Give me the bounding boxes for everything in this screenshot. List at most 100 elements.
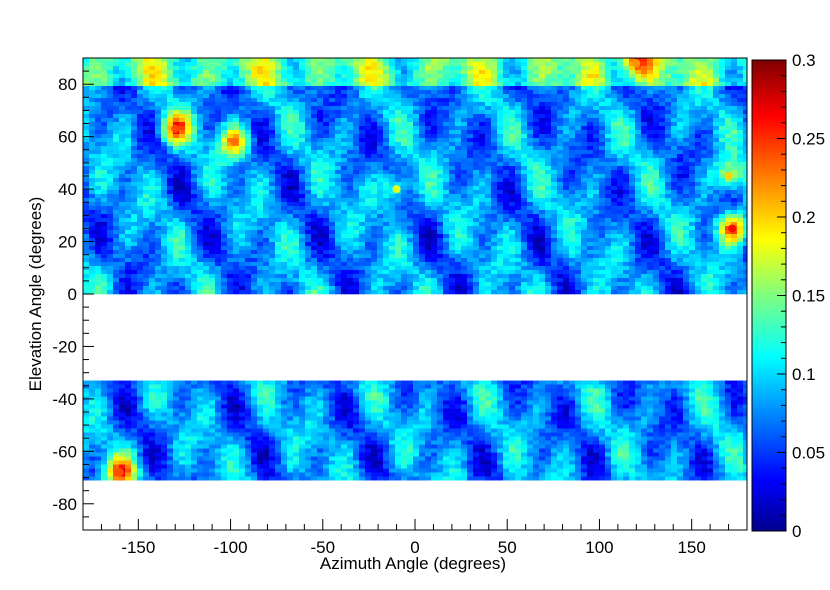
heatmap-cell	[731, 134, 738, 139]
heatmap-cell	[383, 106, 390, 111]
heatmap-cell	[143, 86, 150, 91]
heatmap-cell	[371, 186, 378, 191]
heatmap-cell	[395, 82, 402, 87]
heatmap-cell	[485, 146, 492, 151]
heatmap-cell	[581, 90, 588, 95]
heatmap-cell	[227, 118, 234, 123]
heatmap-cell	[371, 218, 378, 223]
heatmap-cell	[743, 186, 747, 191]
heatmap-cell	[533, 230, 540, 235]
heatmap-cell	[83, 210, 90, 215]
heatmap-cell	[413, 158, 420, 163]
heatmap-cell	[551, 206, 558, 211]
heatmap-cell	[335, 114, 342, 119]
heatmap-cell	[227, 226, 234, 231]
heatmap-cell	[95, 190, 102, 195]
heatmap-cell	[515, 190, 522, 195]
heatmap-cell	[647, 74, 654, 79]
heatmap-cell	[149, 118, 156, 123]
heatmap-cell	[731, 230, 738, 235]
heatmap-cell	[539, 118, 546, 123]
heatmap-cell	[107, 78, 114, 83]
heatmap-cell	[503, 58, 510, 63]
heatmap-cell	[665, 174, 672, 179]
heatmap-cell	[365, 110, 372, 115]
heatmap-cell	[689, 106, 696, 111]
heatmap-cell	[275, 150, 282, 155]
heatmap-cell	[485, 158, 492, 163]
heatmap-cell	[383, 138, 390, 143]
heatmap-cell	[305, 170, 312, 175]
heatmap-cell	[743, 190, 747, 195]
heatmap-cell	[581, 94, 588, 99]
heatmap-cell	[635, 130, 642, 135]
heatmap-cell	[143, 138, 150, 143]
heatmap-cell	[683, 218, 690, 223]
heatmap-cell	[269, 214, 276, 219]
heatmap-cell	[719, 222, 726, 227]
heatmap-cell	[569, 110, 576, 115]
heatmap-cell	[425, 222, 432, 227]
heatmap-cell	[593, 218, 600, 223]
heatmap-cell	[305, 70, 312, 75]
heatmap-cell	[155, 90, 162, 95]
heatmap-cell	[725, 126, 732, 131]
heatmap-cell	[593, 234, 600, 239]
heatmap-cell	[575, 118, 582, 123]
heatmap-cell	[95, 134, 102, 139]
heatmap-cell	[665, 190, 672, 195]
heatmap-cell	[131, 198, 138, 203]
heatmap-cell	[515, 198, 522, 203]
heatmap-cell	[275, 218, 282, 223]
heatmap-cell	[527, 174, 534, 179]
heatmap-cell	[521, 166, 528, 171]
heatmap-cell	[533, 134, 540, 139]
heatmap-cell	[89, 90, 96, 95]
heatmap-cell	[563, 134, 570, 139]
heatmap-cell	[491, 94, 498, 99]
heatmap-cell	[323, 190, 330, 195]
heatmap-cell	[449, 134, 456, 139]
heatmap-cell	[317, 118, 324, 123]
heatmap-cell	[665, 110, 672, 115]
heatmap-cell	[455, 114, 462, 119]
heatmap-cell	[383, 218, 390, 223]
heatmap-cell	[647, 142, 654, 147]
heatmap-cell	[563, 122, 570, 127]
heatmap-cell	[389, 190, 396, 195]
heatmap-cell	[449, 82, 456, 87]
heatmap-cell	[605, 102, 612, 107]
heatmap-cell	[653, 62, 660, 67]
heatmap-cell	[437, 182, 444, 187]
heatmap-cell	[335, 230, 342, 235]
heatmap-cell	[677, 178, 684, 183]
heatmap-cell	[269, 130, 276, 135]
heatmap-cell	[185, 214, 192, 219]
heatmap-cell	[359, 226, 366, 231]
heatmap-cell	[659, 226, 666, 231]
heatmap-cell	[221, 78, 228, 83]
heatmap-cell	[197, 162, 204, 167]
heatmap-cell	[551, 182, 558, 187]
heatmap-cell	[641, 122, 648, 127]
heatmap-cell	[593, 222, 600, 227]
heatmap-cell	[515, 162, 522, 167]
heatmap-cell	[227, 190, 234, 195]
heatmap-cell	[581, 190, 588, 195]
heatmap-cell	[101, 110, 108, 115]
heatmap-cell	[659, 66, 666, 71]
heatmap-cell	[167, 58, 174, 63]
heatmap-cell	[251, 230, 258, 235]
heatmap-cell	[647, 198, 654, 203]
heatmap-cell	[719, 206, 726, 211]
heatmap-cell	[653, 90, 660, 95]
heatmap-cell	[527, 146, 534, 151]
heatmap-cell	[653, 226, 660, 231]
heatmap-cell	[737, 194, 744, 199]
heatmap-cell	[581, 154, 588, 159]
heatmap-cell	[695, 230, 702, 235]
heatmap-cell	[353, 106, 360, 111]
heatmap-cell	[503, 218, 510, 223]
heatmap-cell	[119, 210, 126, 215]
heatmap-cell	[443, 130, 450, 135]
